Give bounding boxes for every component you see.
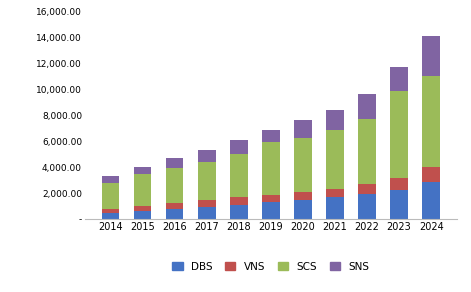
Bar bbox=[262, 142, 280, 195]
Bar bbox=[262, 130, 280, 142]
Bar bbox=[230, 197, 248, 205]
Bar bbox=[166, 209, 183, 219]
Bar bbox=[326, 189, 344, 197]
Bar bbox=[166, 168, 183, 203]
Bar bbox=[102, 176, 119, 183]
Bar bbox=[358, 119, 376, 184]
Legend: DBS, VNS, SCS, SNS: DBS, VNS, SCS, SNS bbox=[172, 262, 369, 272]
Bar bbox=[134, 206, 151, 211]
Bar bbox=[198, 207, 216, 219]
Bar bbox=[422, 167, 440, 182]
Bar bbox=[102, 213, 119, 219]
Bar bbox=[422, 182, 440, 219]
Bar bbox=[390, 190, 408, 219]
Bar bbox=[294, 138, 312, 192]
Bar bbox=[358, 194, 376, 219]
Bar bbox=[134, 167, 151, 174]
Bar bbox=[390, 91, 408, 178]
Bar bbox=[262, 195, 280, 202]
Bar bbox=[262, 202, 280, 219]
Bar bbox=[294, 199, 312, 219]
Bar bbox=[198, 200, 216, 207]
Bar bbox=[230, 140, 248, 154]
Bar bbox=[166, 158, 183, 168]
Bar bbox=[198, 150, 216, 162]
Bar bbox=[102, 208, 119, 213]
Bar bbox=[230, 154, 248, 197]
Bar bbox=[390, 178, 408, 190]
Bar bbox=[134, 174, 151, 206]
Bar bbox=[390, 67, 408, 91]
Bar bbox=[294, 120, 312, 138]
Bar bbox=[326, 110, 344, 130]
Bar bbox=[198, 162, 216, 200]
Bar bbox=[102, 183, 119, 208]
Bar bbox=[166, 203, 183, 209]
Bar bbox=[230, 205, 248, 219]
Bar bbox=[358, 93, 376, 119]
Bar bbox=[358, 184, 376, 194]
Bar bbox=[422, 36, 440, 77]
Bar bbox=[326, 130, 344, 189]
Bar bbox=[422, 77, 440, 167]
Bar bbox=[326, 197, 344, 219]
Bar bbox=[294, 192, 312, 199]
Bar bbox=[134, 211, 151, 219]
